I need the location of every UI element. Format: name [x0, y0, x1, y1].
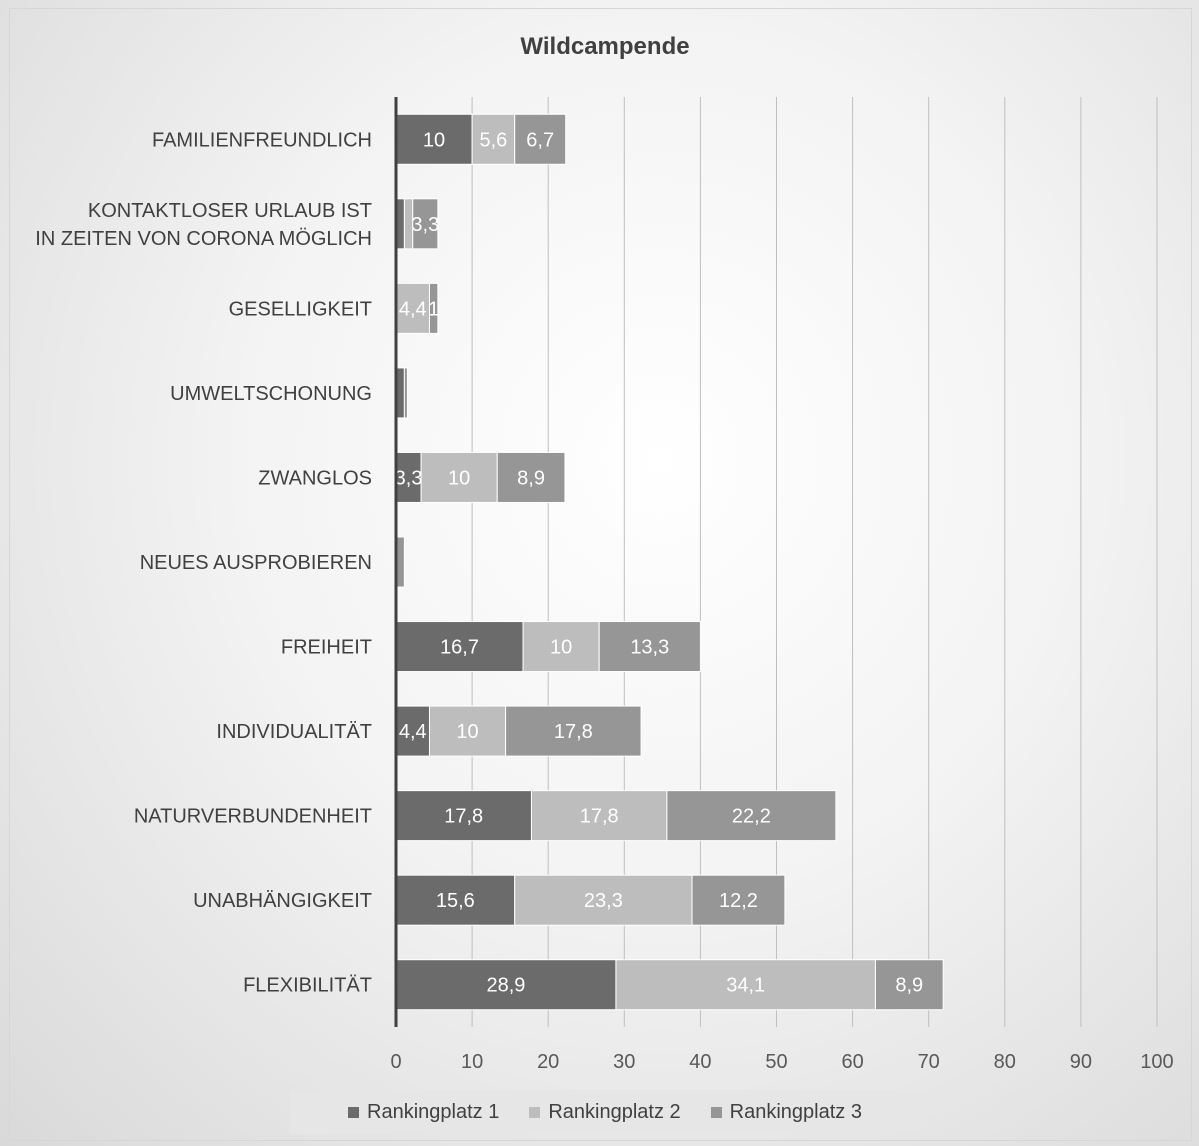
data-label: 10 [448, 467, 470, 489]
legend-label: Rankingplatz 3 [729, 1100, 862, 1123]
legend-label: Rankingplatz 2 [548, 1100, 681, 1123]
data-label: 28,9 [486, 975, 525, 997]
category-label: FREIHEIT [281, 637, 372, 659]
data-label: 3,3 [395, 467, 423, 489]
legend-item: Rankingplatz 2 [529, 1100, 681, 1124]
category-label: FLEXIBILITÄT [243, 975, 372, 997]
bar-segment [530, 790, 668, 842]
x-tick-label: 70 [918, 1051, 940, 1073]
bar-segment [412, 198, 439, 250]
data-label: 15,6 [436, 890, 475, 912]
data-label: 12,2 [719, 890, 758, 912]
legend-swatch [710, 1106, 722, 1118]
data-label: 10 [423, 129, 445, 151]
legend-swatch [348, 1106, 360, 1118]
legend: Rankingplatz 1 Rankingplatz 2 Rankingplatz… [290, 1090, 920, 1134]
category-label: UNABHÄNGIGKEIT [193, 890, 372, 912]
x-tick-label: 80 [994, 1051, 1016, 1073]
data-label: 6,7 [526, 129, 554, 151]
x-tick-label: 0 [390, 1051, 401, 1073]
bar-segment [395, 282, 430, 334]
x-tick-label: 60 [841, 1051, 863, 1073]
legend-label: Rankingplatz 1 [367, 1100, 500, 1123]
data-label: 8,9 [895, 975, 923, 997]
bar-segment [496, 451, 566, 503]
data-label: 4,4 [399, 298, 427, 320]
bar-segment [666, 790, 837, 842]
bar-segment [598, 621, 701, 673]
category-label: GESELLIGKEIT [229, 298, 372, 320]
x-tick-label: 10 [461, 1051, 483, 1073]
x-tick-label: 20 [537, 1051, 559, 1073]
category-label: INDIVIDUALITÄT [216, 721, 372, 743]
legend-item: Rankingplatz 1 [348, 1101, 499, 1124]
data-label: 16,7 [440, 637, 479, 659]
data-label: 8,9 [517, 467, 545, 489]
bar-segment [395, 705, 430, 757]
chart-title: Wildcampende [520, 33, 689, 60]
x-tick-label: 30 [613, 1051, 635, 1073]
data-label: 4,4 [399, 721, 427, 743]
bar-segment [691, 874, 786, 926]
data-label: 10 [550, 637, 572, 659]
x-tick-label: 40 [689, 1051, 711, 1073]
data-label: 10 [456, 721, 478, 743]
data-label: 3,3 [411, 214, 439, 236]
data-label: 17,8 [444, 806, 483, 828]
legend-swatch [529, 1106, 541, 1118]
bar-segment [874, 959, 944, 1011]
bar-segment [395, 621, 524, 673]
data-label: 22,2 [732, 806, 771, 828]
bar-segment [395, 874, 516, 926]
x-tick-label: 100 [1140, 1051, 1173, 1073]
bar-segment [471, 113, 516, 165]
bar-segment [403, 367, 408, 419]
chart-area [9, 8, 1192, 1141]
legend-item: Rankingplatz 3 [710, 1100, 862, 1124]
data-label: 34,1 [726, 975, 765, 997]
data-label: 23,3 [584, 890, 623, 912]
x-tick-label: 50 [765, 1051, 787, 1073]
category-label: UMWELTSCHONUNG [170, 383, 372, 405]
bar-segment [514, 874, 693, 926]
category-label: NATURVERBUNDENHEIT [134, 806, 372, 828]
bar-segment [522, 621, 600, 673]
bar-segment [395, 113, 473, 165]
data-label: 5,6 [480, 129, 508, 151]
category-label: KONTAKTLOSER URLAUB IST IN ZEITEN VON COR… [35, 200, 372, 250]
data-label: 17,8 [554, 721, 593, 743]
category-label: NEUES AUSPROBIEREN [140, 552, 372, 574]
bar-segment [514, 113, 567, 165]
bar-segment [615, 959, 876, 1011]
bar-segment [505, 705, 642, 757]
data-label: 1 [428, 298, 439, 320]
data-label: 13,3 [630, 637, 669, 659]
bar-segment [428, 705, 507, 757]
bar-segment [428, 282, 439, 334]
category-label: FAMILIENFREUNDLICH [152, 129, 372, 151]
category-label: ZWANGLOS [258, 467, 372, 489]
data-label: 17,8 [580, 806, 619, 828]
x-tick-label: 90 [1070, 1051, 1092, 1073]
